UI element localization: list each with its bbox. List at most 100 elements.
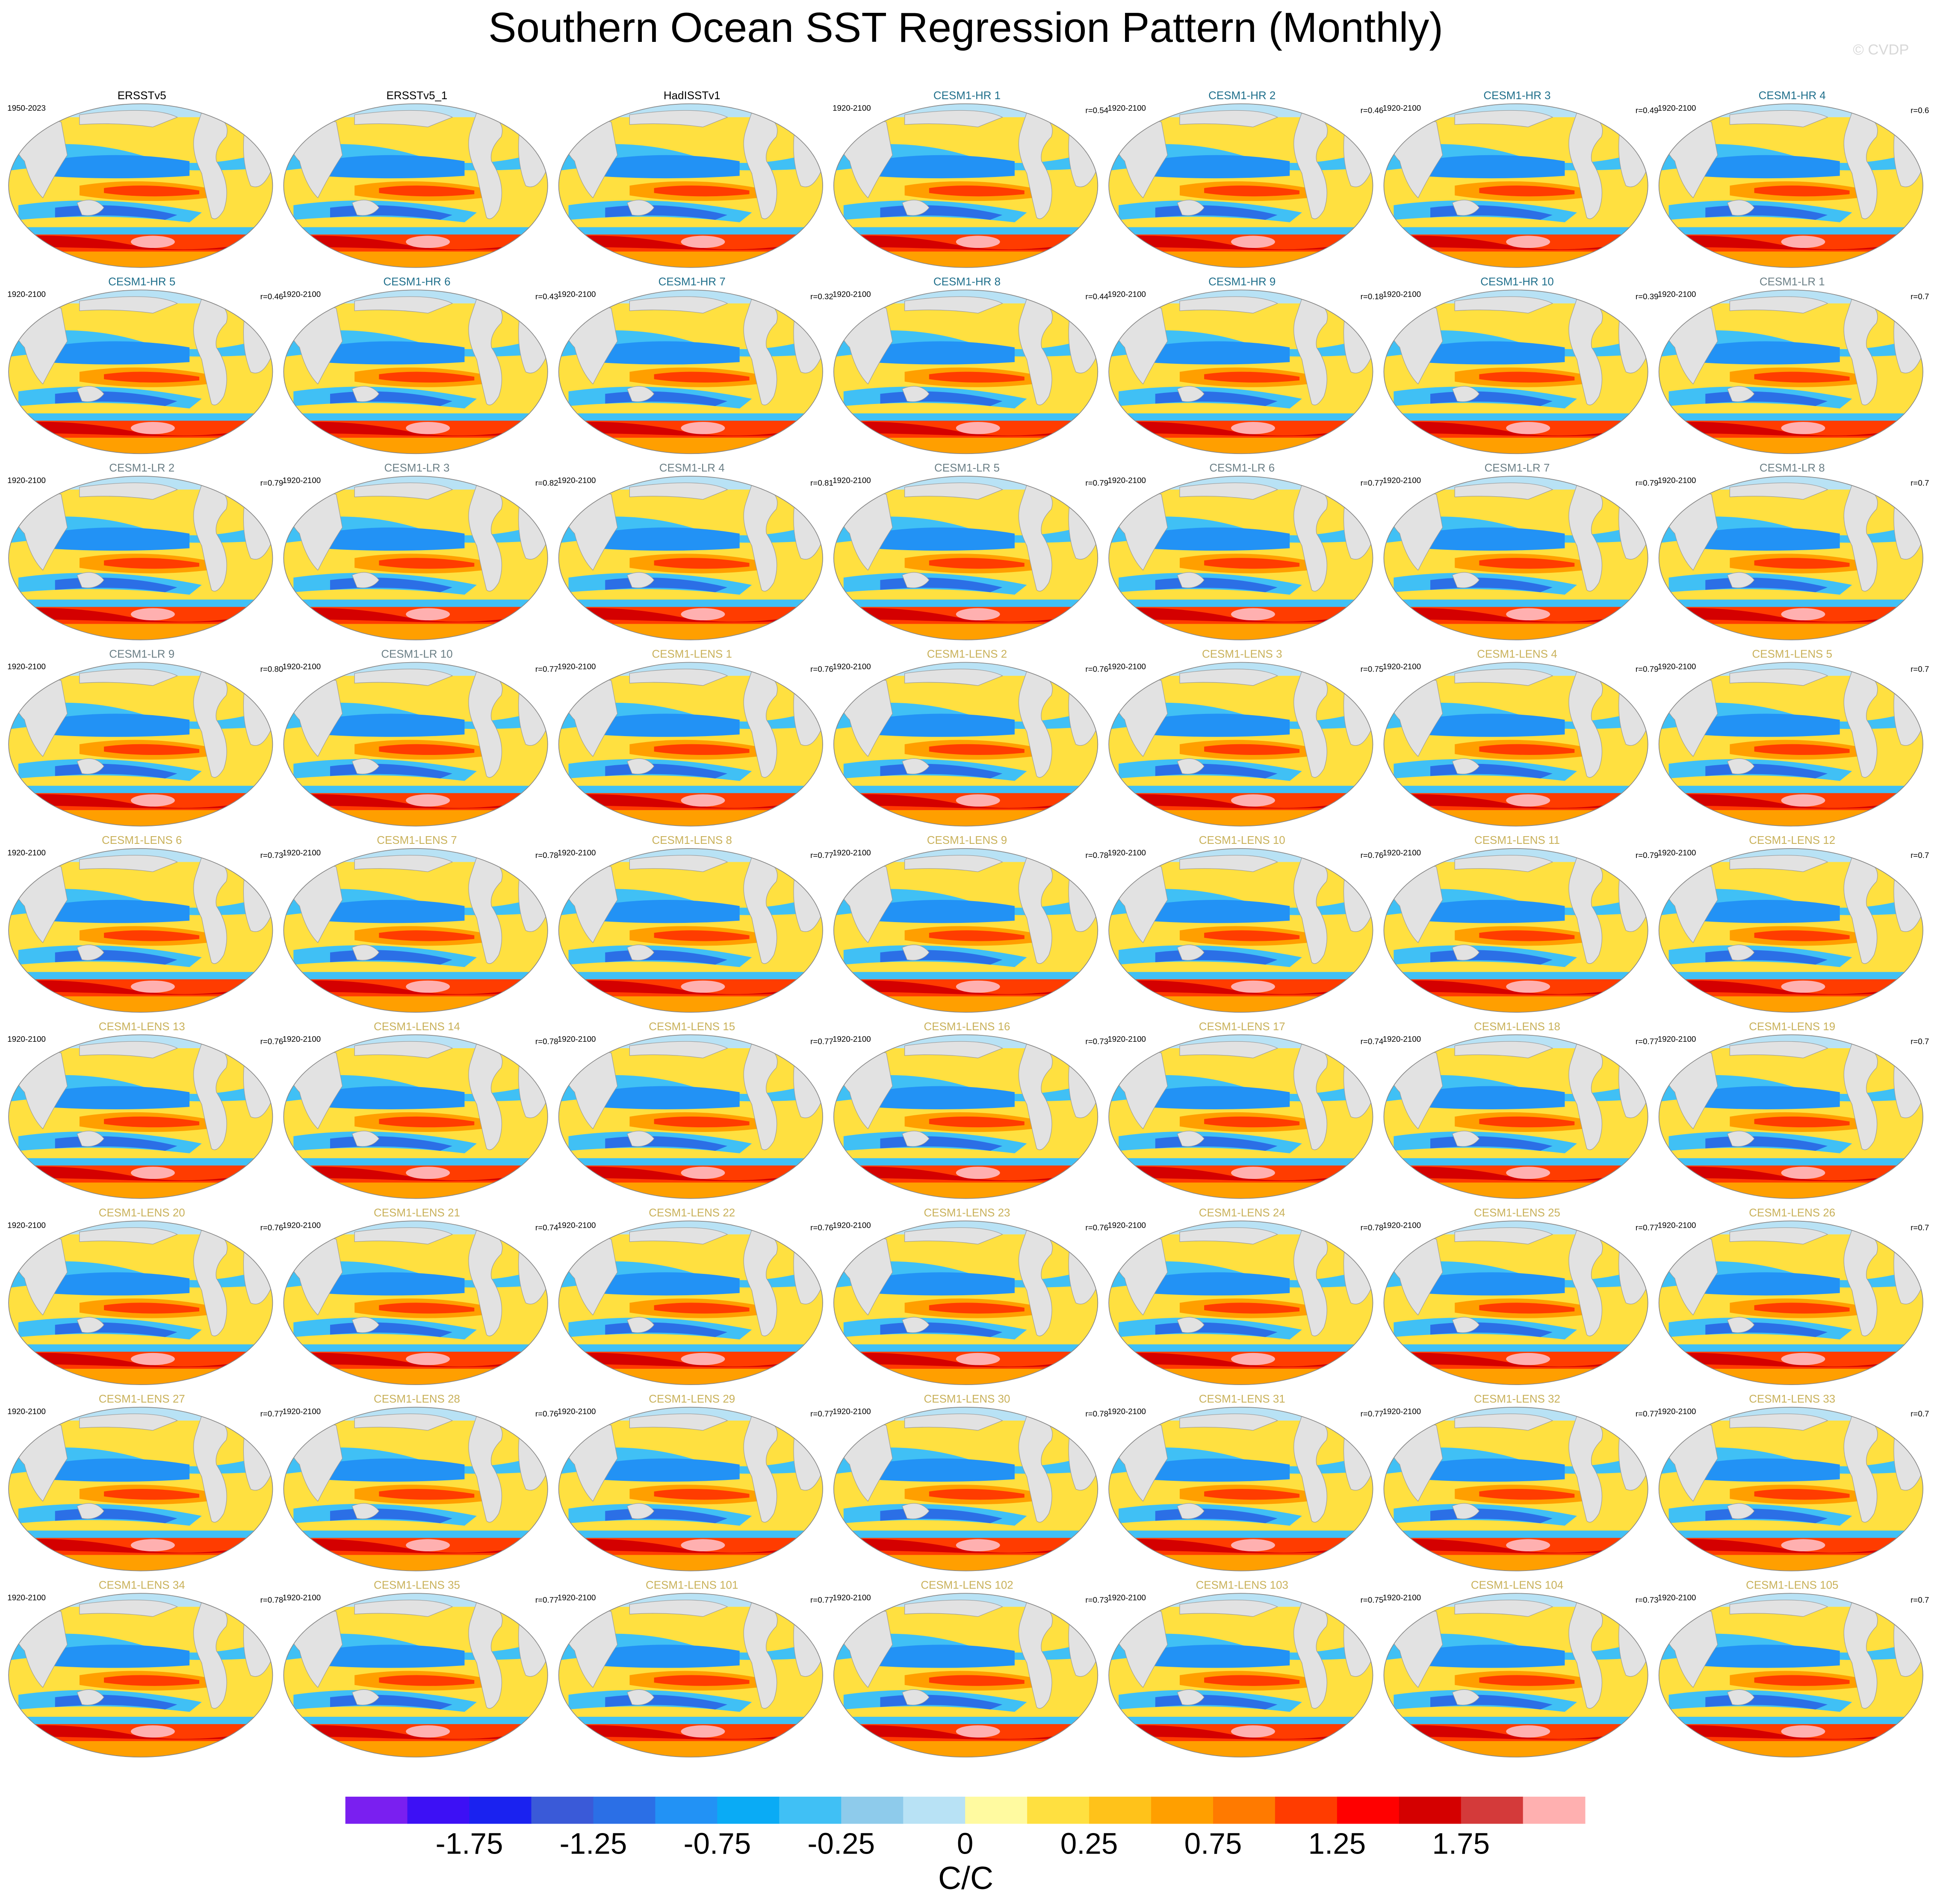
panel-period: 1920-2100 — [558, 476, 596, 485]
panel-title: CESM1-HR 10 — [1480, 275, 1554, 288]
map-panel: CESM1-LR 10 1920-2100 r=0.77 — [281, 648, 558, 830]
panel-title: CESM1-LR 3 — [384, 461, 450, 474]
panel-period: 1920-2100 — [1658, 289, 1696, 298]
panel-period: 1920-2100 — [1658, 1220, 1696, 1229]
panel-title: CESM1-LENS 102 — [921, 1579, 1013, 1592]
panel-correlation: r=0.80 — [260, 664, 283, 673]
panel-title: CESM1-LENS 17 — [1199, 1020, 1285, 1033]
colorbar-swatch — [965, 1796, 1028, 1824]
map-panel: CESM1-LENS 5 1920-2100 r=0.7 — [1656, 648, 1929, 830]
panel-title: CESM1-LENS 28 — [374, 1392, 460, 1405]
panel-title: CESM1-HR 9 — [1208, 275, 1276, 288]
map — [1656, 472, 1925, 643]
map — [556, 1217, 825, 1388]
panel-period: 1920-2100 — [1658, 1035, 1696, 1043]
panel-correlation: r=0.76 — [260, 1037, 283, 1046]
panel-title: CESM1-LENS 34 — [99, 1579, 185, 1592]
panel-title: CESM1-HR 2 — [1208, 89, 1276, 102]
panel-period: 1920-2100 — [833, 1220, 871, 1229]
panel-period: 1920-2100 — [7, 1407, 46, 1416]
panel-title: CESM1-LENS 22 — [649, 1206, 735, 1219]
panel-period: 1920-2100 — [833, 848, 871, 857]
panel-period: 1920-2100 — [283, 476, 321, 485]
panel-period: 1920-2100 — [1107, 1035, 1146, 1043]
map-panel: CESM1-LENS 22 1920-2100 r=0.76 — [556, 1206, 833, 1388]
map — [281, 100, 550, 271]
panel-correlation: r=0.77 — [1636, 1409, 1659, 1418]
map-panel: CESM1-HR 6 1920-2100 r=0.43 — [281, 275, 558, 457]
panel-period: 1920-2100 — [1658, 848, 1696, 857]
map-panel: CESM1-HR 5 1920-2100 r=0.46 — [6, 275, 283, 457]
map — [556, 1590, 825, 1761]
map-panel: CESM1-LENS 16 1920-2100 r=0.73 — [831, 1020, 1108, 1202]
panel-title: CESM1-LENS 20 — [99, 1206, 185, 1219]
colorbar-swatch — [1089, 1796, 1152, 1824]
panel-title: CESM1-LENS 19 — [1749, 1020, 1835, 1033]
panel-period: 1920-2100 — [1383, 103, 1421, 112]
panel-period: 1920-2100 — [283, 1035, 321, 1043]
map-panel: CESM1-LENS 8 1920-2100 r=0.77 — [556, 834, 833, 1016]
panel-period: 1920-2100 — [833, 1593, 871, 1602]
panel-correlation: r=0.39 — [1636, 292, 1659, 301]
colorbar-swatch — [1213, 1796, 1276, 1824]
panel-period: 1920-2100 — [283, 289, 321, 298]
panel-period: 1920-2100 — [1107, 662, 1146, 671]
map — [281, 286, 550, 457]
map-panel: CESM1-HR 9 1920-2100 r=0.18 — [1106, 275, 1383, 457]
panel-title: CESM1-LENS 21 — [374, 1206, 460, 1219]
panel-period: 1920-2100 — [833, 1407, 871, 1416]
map-panel: CESM1-LR 9 1920-2100 r=0.80 — [6, 648, 283, 830]
panel-period: 1920-2100 — [1107, 1220, 1146, 1229]
map-panel: CESM1-LENS 2 1920-2100 r=0.76 — [831, 648, 1108, 830]
map-panel: CESM1-LR 8 1920-2100 r=0.7 — [1656, 461, 1929, 643]
map-panel: CESM1-HR 3 1920-2100 r=0.49 — [1382, 89, 1659, 271]
panel-title: CESM1-LENS 30 — [924, 1392, 1010, 1405]
colorbar-swatch — [1151, 1796, 1214, 1824]
panel-title: CESM1-HR 5 — [108, 275, 175, 288]
map-panel: CESM1-LENS 101 1920-2100 r=0.77 — [556, 1579, 833, 1761]
panel-title: CESM1-LENS 9 — [927, 834, 1007, 846]
panel-title: CESM1-LENS 11 — [1474, 834, 1560, 846]
panel-correlation: r=0.77 — [810, 1409, 833, 1418]
panel-period: 1920-2100 — [1383, 1407, 1421, 1416]
map — [1656, 1031, 1925, 1202]
map-panel: CESM1-LR 3 1920-2100 r=0.82 — [281, 461, 558, 643]
panel-title: CESM1-LENS 7 — [377, 834, 457, 846]
map — [6, 845, 275, 1016]
colorbar-tick-label: -0.75 — [683, 1827, 751, 1860]
colorbar-tick-label: 0.75 — [1184, 1827, 1242, 1860]
panel-correlation: r=0.77 — [535, 664, 558, 673]
map-panel: CESM1-HR 10 1920-2100 r=0.39 — [1382, 275, 1659, 457]
panel-correlation: r=0.78 — [1085, 851, 1108, 860]
panel-title: CESM1-LENS 10 — [1199, 834, 1285, 846]
panel-title: CESM1-LENS 6 — [102, 834, 182, 846]
map-panel: CESM1-LENS 25 1920-2100 r=0.77 — [1382, 1206, 1659, 1388]
panel-period: 1920-2100 — [7, 1220, 46, 1229]
colorbar-swatch — [717, 1796, 780, 1824]
panel-correlation: r=0.75 — [1361, 1595, 1384, 1604]
panel-period: 1920-2100 — [7, 1593, 46, 1602]
map-panel: CESM1-LENS 19 1920-2100 r=0.7 — [1656, 1020, 1929, 1202]
map — [1382, 472, 1651, 643]
map — [1382, 1217, 1651, 1388]
map — [831, 100, 1100, 271]
map — [1656, 1590, 1925, 1761]
map-panel: CESM1-LR 5 1920-2100 r=0.79 — [831, 461, 1108, 643]
panel-period: 1920-2100 — [1383, 289, 1421, 298]
map — [1656, 286, 1925, 457]
map-panel: CESM1-LENS 102 1920-2100 r=0.73 — [831, 1579, 1108, 1761]
map — [1106, 100, 1375, 271]
panel-title: CESM1-LR 4 — [659, 461, 725, 474]
panel-title: CESM1-LR 1 — [1760, 275, 1825, 288]
panel-correlation: r=0.78 — [260, 1595, 283, 1604]
colorbar-swatch — [1275, 1796, 1338, 1824]
map-panel: CESM1-LR 2 1920-2100 r=0.79 — [6, 461, 283, 643]
panel-title: CESM1-LR 5 — [934, 461, 1000, 474]
map-panel: CESM1-HR 1 1920-2100 r=0.54 — [831, 89, 1108, 271]
map — [1382, 1031, 1651, 1202]
colorbar-tick-label: 1.25 — [1308, 1827, 1366, 1860]
colorbar: -1.75 -1.25 -0.75 -0.25 0 0.25 0.75 1.25 1.75 C/C — [345, 1796, 1586, 1896]
map — [556, 100, 825, 271]
panel-period: 1920-2100 — [1107, 1593, 1146, 1602]
